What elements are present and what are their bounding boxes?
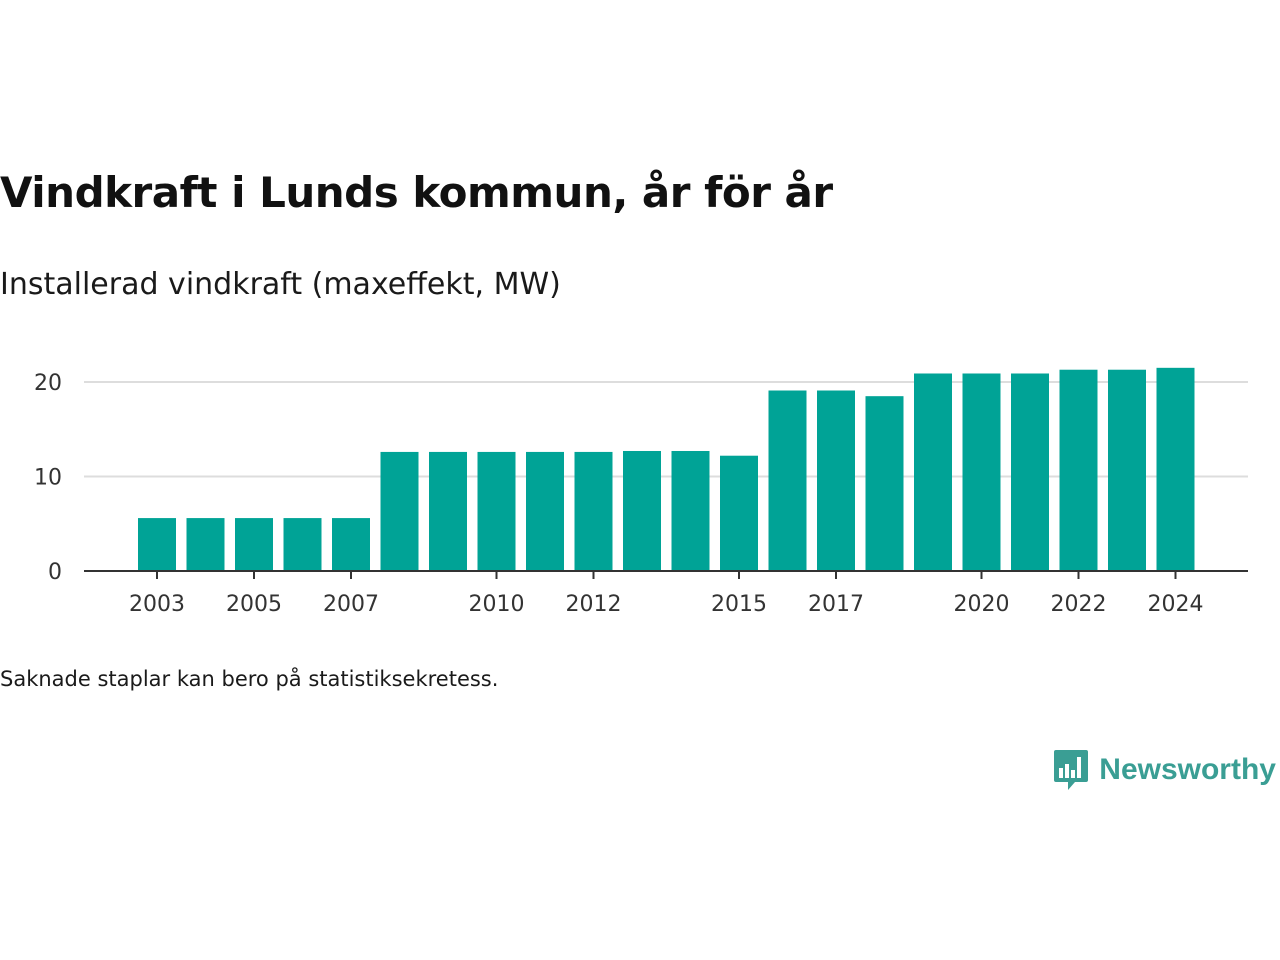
x-tick-label-2005: 2005 — [226, 592, 282, 617]
x-tick-label-2003: 2003 — [129, 592, 185, 617]
x-tick-labels: 2003 2005 2007 2010 2012 2015 2017 2020 2022 2024 — [129, 592, 1204, 617]
axes — [84, 570, 1248, 579]
bar-2012 — [574, 451, 613, 571]
y-tick-label-0: 0 — [48, 560, 62, 585]
x-tick-label-2020: 2020 — [954, 592, 1010, 617]
y-tick-label-20: 20 — [34, 371, 62, 396]
y-tick-label-10: 10 — [34, 466, 62, 491]
bar-2006 — [283, 518, 322, 571]
bars — [138, 367, 1195, 571]
bar-2004 — [186, 518, 225, 571]
bar-2020 — [962, 373, 1001, 571]
bar-2023 — [1108, 369, 1146, 571]
bar-2013 — [623, 450, 661, 571]
chart-title: Vindkraft i Lunds kommun, år för år — [0, 168, 833, 217]
gridlines — [84, 381, 1248, 478]
bar-2021 — [1011, 373, 1049, 571]
x-tick-label-2010: 2010 — [469, 592, 525, 617]
footnote: Saknade staplar kan bero på statistiksek… — [0, 667, 499, 691]
bar-2011 — [526, 451, 564, 571]
bar-2008 — [380, 451, 419, 571]
bar-2019 — [914, 373, 952, 571]
x-tick-label-2012: 2012 — [566, 592, 622, 617]
bar-chart-speech-bubble-icon — [1054, 750, 1089, 790]
bar-chart: 2003 2005 2007 2010 2012 2015 2017 2020 2022 2024… — [34, 367, 1248, 617]
bar-2005 — [235, 518, 273, 571]
x-tick-label-2017: 2017 — [808, 592, 864, 617]
bar-2009 — [429, 451, 467, 571]
chart-subtitle: Installerad vindkraft (maxeffekt, MW) — [0, 267, 561, 302]
y-tick-labels: 0 10 20 — [34, 371, 62, 585]
bar-2018 — [865, 396, 904, 571]
bar-2007 — [332, 518, 370, 571]
x-tick-label-2007: 2007 — [323, 592, 379, 617]
bar-2016 — [768, 390, 807, 571]
bar-2014 — [671, 450, 710, 571]
bar-2017 — [817, 390, 855, 571]
x-tick-label-2015: 2015 — [711, 592, 767, 617]
bar-2015 — [720, 455, 758, 571]
x-tick-label-2022: 2022 — [1051, 592, 1107, 617]
bar-2022 — [1059, 369, 1098, 571]
x-tick-label-2024: 2024 — [1148, 592, 1204, 617]
bar-2010 — [477, 451, 516, 571]
brand-name: Newsworthy — [1099, 753, 1276, 786]
bar-2024 — [1156, 367, 1195, 571]
newsworthy-logo: Newsworthy — [1053, 748, 1276, 792]
bar-2003 — [138, 518, 176, 571]
